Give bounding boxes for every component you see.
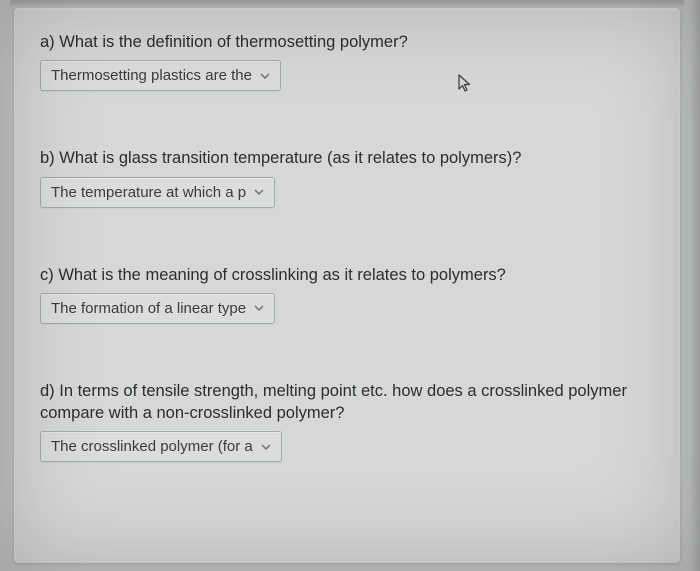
question-d: d) In terms of tensile strength, melting… — [40, 380, 654, 463]
question-a-dropdown[interactable]: Thermosetting plastics are the — [40, 60, 281, 91]
question-a: a) What is the definition of thermosetti… — [40, 31, 654, 91]
question-c-prompt: c) What is the meaning of crosslinking a… — [40, 264, 654, 286]
question-c-selected: The formation of a linear type — [51, 300, 246, 317]
question-d-selected: The crosslinked polymer (for a — [51, 438, 253, 455]
question-d-dropdown[interactable]: The crosslinked polymer (for a — [40, 431, 282, 462]
question-b-prompt: b) What is glass transition temperature … — [40, 147, 654, 169]
chevron-down-icon — [261, 442, 271, 452]
chevron-down-icon — [254, 303, 264, 313]
question-c-dropdown[interactable]: The formation of a linear type — [40, 293, 275, 324]
question-b: b) What is glass transition temperature … — [40, 147, 654, 207]
frame-top-border — [10, 0, 684, 6]
question-c: c) What is the meaning of crosslinking a… — [40, 264, 654, 324]
chevron-down-icon — [260, 71, 270, 81]
chevron-down-icon — [254, 187, 264, 197]
question-a-selected: Thermosetting plastics are the — [51, 67, 252, 84]
question-a-prompt: a) What is the definition of thermosetti… — [40, 31, 654, 53]
question-d-prompt: d) In terms of tensile strength, melting… — [40, 380, 654, 425]
question-b-dropdown[interactable]: The temperature at which a p — [40, 177, 275, 208]
photo-right-edge — [690, 0, 700, 571]
question-b-selected: The temperature at which a p — [51, 184, 246, 201]
quiz-panel: a) What is the definition of thermosetti… — [14, 8, 680, 563]
